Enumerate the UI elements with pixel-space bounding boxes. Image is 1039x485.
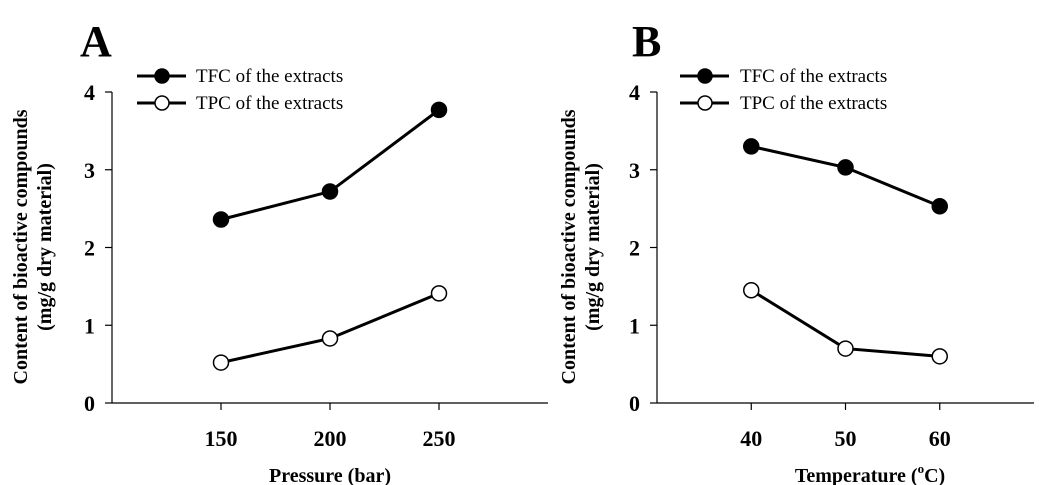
data-point-tfc [321, 183, 339, 200]
y-axis-title-line-1: Content of bioactive compounds [558, 109, 580, 384]
data-point-tfc [430, 101, 448, 119]
panel-label: B [632, 17, 661, 66]
data-point-tfc [743, 138, 760, 155]
legend-label-tpc: TPC of the extracts [196, 93, 343, 114]
legend-label-tpc: TPC of the extracts [740, 93, 887, 114]
y-axis-title-line-2: (mg/g dry material) [34, 163, 56, 331]
x-tick-label: 50 [835, 426, 857, 451]
x-tick-label: 150 [205, 426, 238, 451]
y-tick-label: 0 [84, 391, 95, 416]
legend-marker-tpc [154, 95, 170, 111]
legend-label-tfc: TFC of the extracts [740, 66, 887, 87]
chart-panel-a: A Content of bioactive compounds (mg/g d… [10, 17, 548, 485]
x-tick-label: 250 [423, 426, 456, 451]
legend-marker-tfc [697, 68, 713, 84]
series-line-tfc [750, 144, 941, 208]
data-point-tpc [430, 285, 448, 302]
y-axis-title-line-1: Content of bioactive compounds [10, 109, 32, 384]
data-point-tpc [931, 348, 948, 365]
y-tick-label: 2 [84, 236, 95, 261]
legend: TFC of the extracts TPC of the extracts [137, 66, 343, 114]
y-tick-label: 2 [629, 236, 640, 261]
x-tick-label: 60 [929, 426, 951, 451]
x-axis-title-superscript: o [918, 461, 925, 476]
y-axis-title-line-2: (mg/g dry material) [582, 163, 604, 331]
x-axis-title-prefix: Temperature ( [795, 465, 918, 485]
legend-marker-tpc [697, 95, 713, 111]
y-tick-label: 3 [84, 158, 95, 183]
data-point-tpc [837, 340, 854, 357]
legend: TFC of the extracts TPC of the extracts [680, 66, 887, 114]
x-axis-title-suffix: C) [924, 465, 945, 485]
x-tick-label: 40 [740, 426, 762, 451]
data-point-tpc [212, 354, 230, 371]
x-tick-label: 200 [314, 426, 347, 451]
chart-panel-b: B Content of bioactive compounds (mg/g d… [558, 17, 1034, 485]
data-point-tfc [837, 159, 854, 176]
y-tick-label: 3 [629, 158, 640, 183]
y-tick-label: 1 [84, 313, 95, 338]
x-axis-title: Pressure (bar) [269, 465, 391, 485]
x-axis-title: Temperature (oC) [795, 461, 945, 485]
panel-label: A [80, 17, 112, 66]
data-point-tpc [321, 330, 339, 347]
data-point-tfc [212, 211, 230, 228]
series-line-tfc [220, 108, 440, 221]
legend-label-tfc: TFC of the extracts [196, 66, 343, 87]
y-tick-label: 4 [629, 80, 640, 105]
y-tick-label: 0 [629, 391, 640, 416]
data-point-tpc [743, 282, 760, 299]
y-tick-label: 4 [84, 80, 95, 105]
series-line-tpc [220, 291, 440, 365]
y-tick-label: 1 [629, 313, 640, 338]
data-point-tfc [931, 198, 948, 215]
legend-marker-tfc [154, 68, 170, 84]
